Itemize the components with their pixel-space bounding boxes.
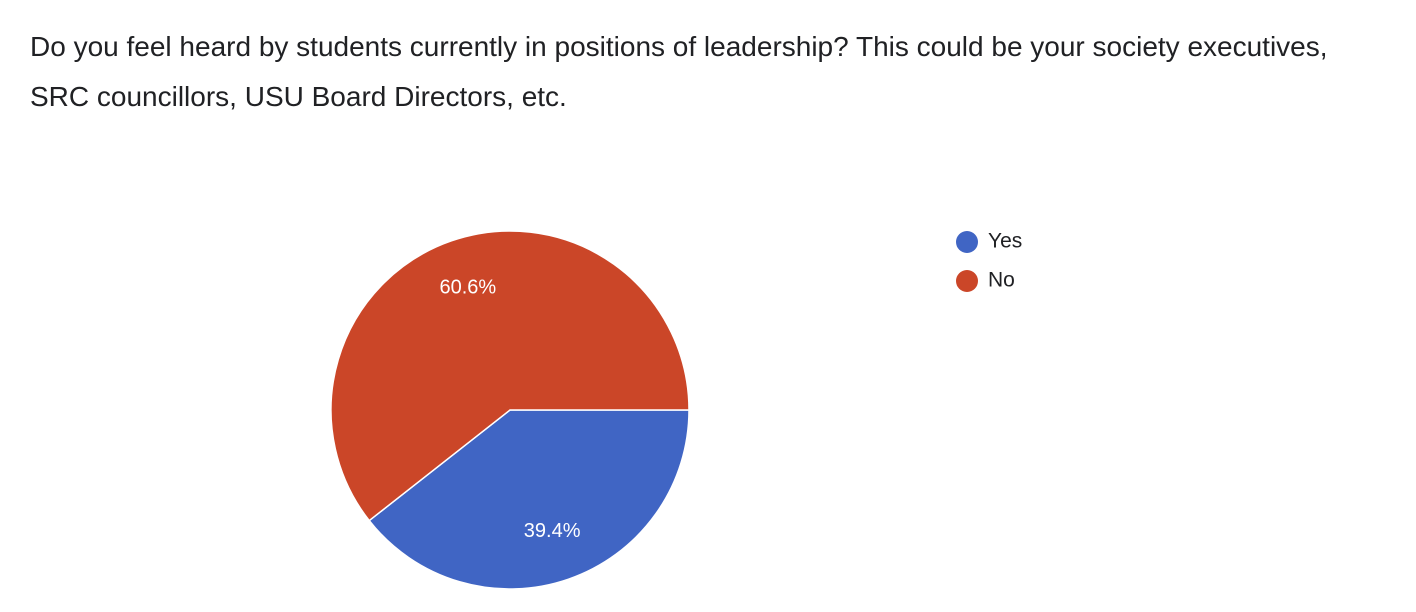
slice-label: 39.4% xyxy=(524,520,581,542)
slice-label: 60.6% xyxy=(440,276,497,298)
legend-label: Yes xyxy=(988,230,1022,253)
chart-title: Do you feel heard by students currently … xyxy=(30,31,1328,112)
legend-marker xyxy=(956,231,978,253)
pie-slice xyxy=(368,409,690,590)
pie-slice xyxy=(330,230,690,522)
legend-label: No xyxy=(988,269,1015,292)
legend-marker xyxy=(956,270,978,292)
